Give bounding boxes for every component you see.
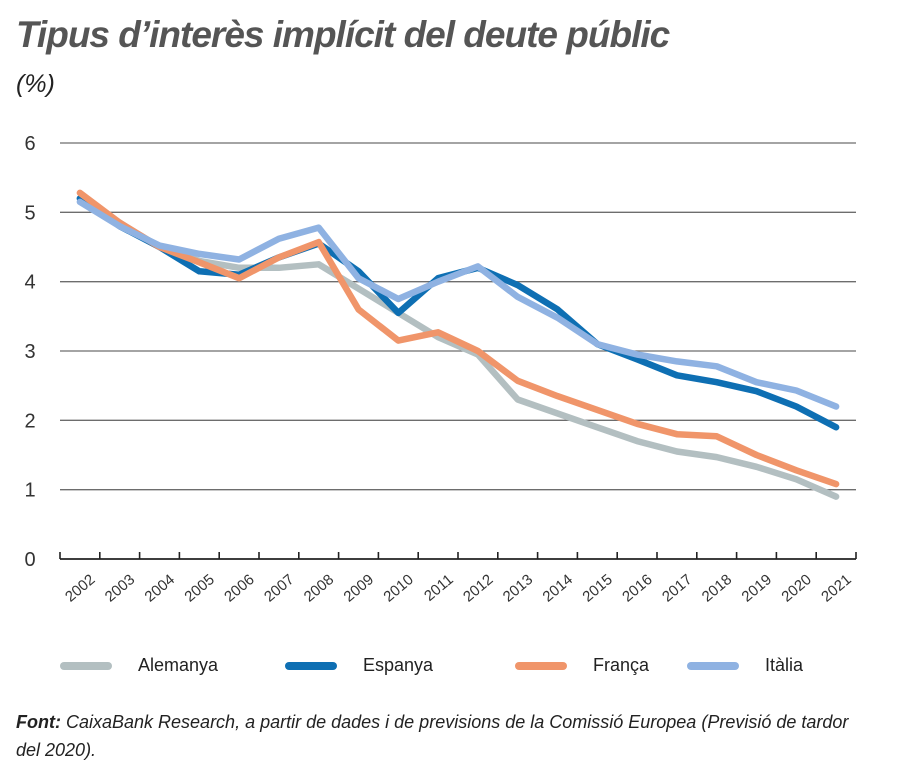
x-tick-label: 2008	[301, 571, 337, 605]
x-tick-label: 2009	[341, 571, 377, 605]
x-tick-label: 2021	[818, 571, 854, 605]
source-text: CaixaBank Research, a partir de dades i …	[16, 712, 849, 760]
x-tick-label: 2011	[421, 571, 457, 605]
x-tick-label: 2019	[739, 571, 775, 605]
legend: Alemanya Espanya França Itàlia	[0, 655, 900, 681]
x-tick-label: 2002	[62, 571, 98, 605]
y-tick-label: 4	[24, 272, 35, 294]
chart-title: Tipus d’interès implícit del deute públi…	[16, 14, 670, 55]
x-tick-label: 2005	[181, 571, 217, 605]
legend-label: França	[593, 655, 650, 675]
x-tick-label: 2015	[579, 571, 615, 605]
source-label: Font:	[16, 712, 61, 732]
legend-label: Espanya	[363, 655, 434, 675]
legend-item-franca: França	[515, 655, 649, 676]
line-chart: 0 1 2 3 4 5 6 2002 2003 2004 2005 2006 2007 2008 2009…	[24, 133, 857, 606]
source-note: Font: CaixaBank Research, a partir de da…	[16, 708, 876, 764]
x-tick-label: 2020	[778, 571, 814, 605]
legend-swatch	[687, 661, 739, 670]
series-lines	[76, 189, 840, 500]
chart-subtitle: (%)	[16, 70, 55, 98]
y-tick-label: 1	[24, 480, 35, 502]
x-tick-label: 2006	[221, 571, 257, 605]
legend-item-espanya: Espanya	[285, 655, 433, 676]
x-tick-label: 2016	[619, 571, 655, 605]
legend-label: Alemanya	[138, 655, 219, 675]
x-tick-label: 2013	[500, 571, 536, 605]
x-tick-label: 2004	[142, 571, 178, 605]
x-tick-label: 2012	[460, 571, 496, 605]
gridlines	[60, 142, 856, 491]
y-tick-label: 6	[24, 133, 35, 155]
y-tick-label: 0	[24, 549, 35, 571]
series-line-franca	[76, 189, 840, 488]
x-tick-label: 2014	[540, 571, 576, 605]
series-line-alemanya	[76, 195, 840, 500]
x-tick-label: 2017	[659, 571, 695, 605]
x-axis: 2002 2003 2004 2005 2006 2007 2008 2009 2010 2011…	[59, 552, 857, 606]
series-line-espanya	[76, 195, 840, 431]
legend-swatch	[515, 661, 567, 670]
legend-item-italia: Itàlia	[687, 655, 803, 676]
y-axis-ticks: 0 1 2 3 4 5 6	[24, 133, 35, 571]
x-tick-label: 2007	[261, 571, 297, 605]
legend-label: Itàlia	[765, 655, 804, 675]
x-tick-label: 2010	[380, 571, 416, 605]
legend-item-alemanya: Alemanya	[60, 655, 218, 676]
x-tick-label: 2018	[699, 571, 735, 605]
y-tick-label: 5	[24, 202, 35, 224]
series-line-italia	[76, 198, 840, 410]
y-tick-label: 2	[24, 410, 35, 432]
x-tick-label: 2003	[102, 571, 138, 605]
y-tick-label: 3	[24, 341, 35, 363]
legend-swatch	[285, 661, 337, 670]
legend-swatch	[60, 661, 112, 670]
